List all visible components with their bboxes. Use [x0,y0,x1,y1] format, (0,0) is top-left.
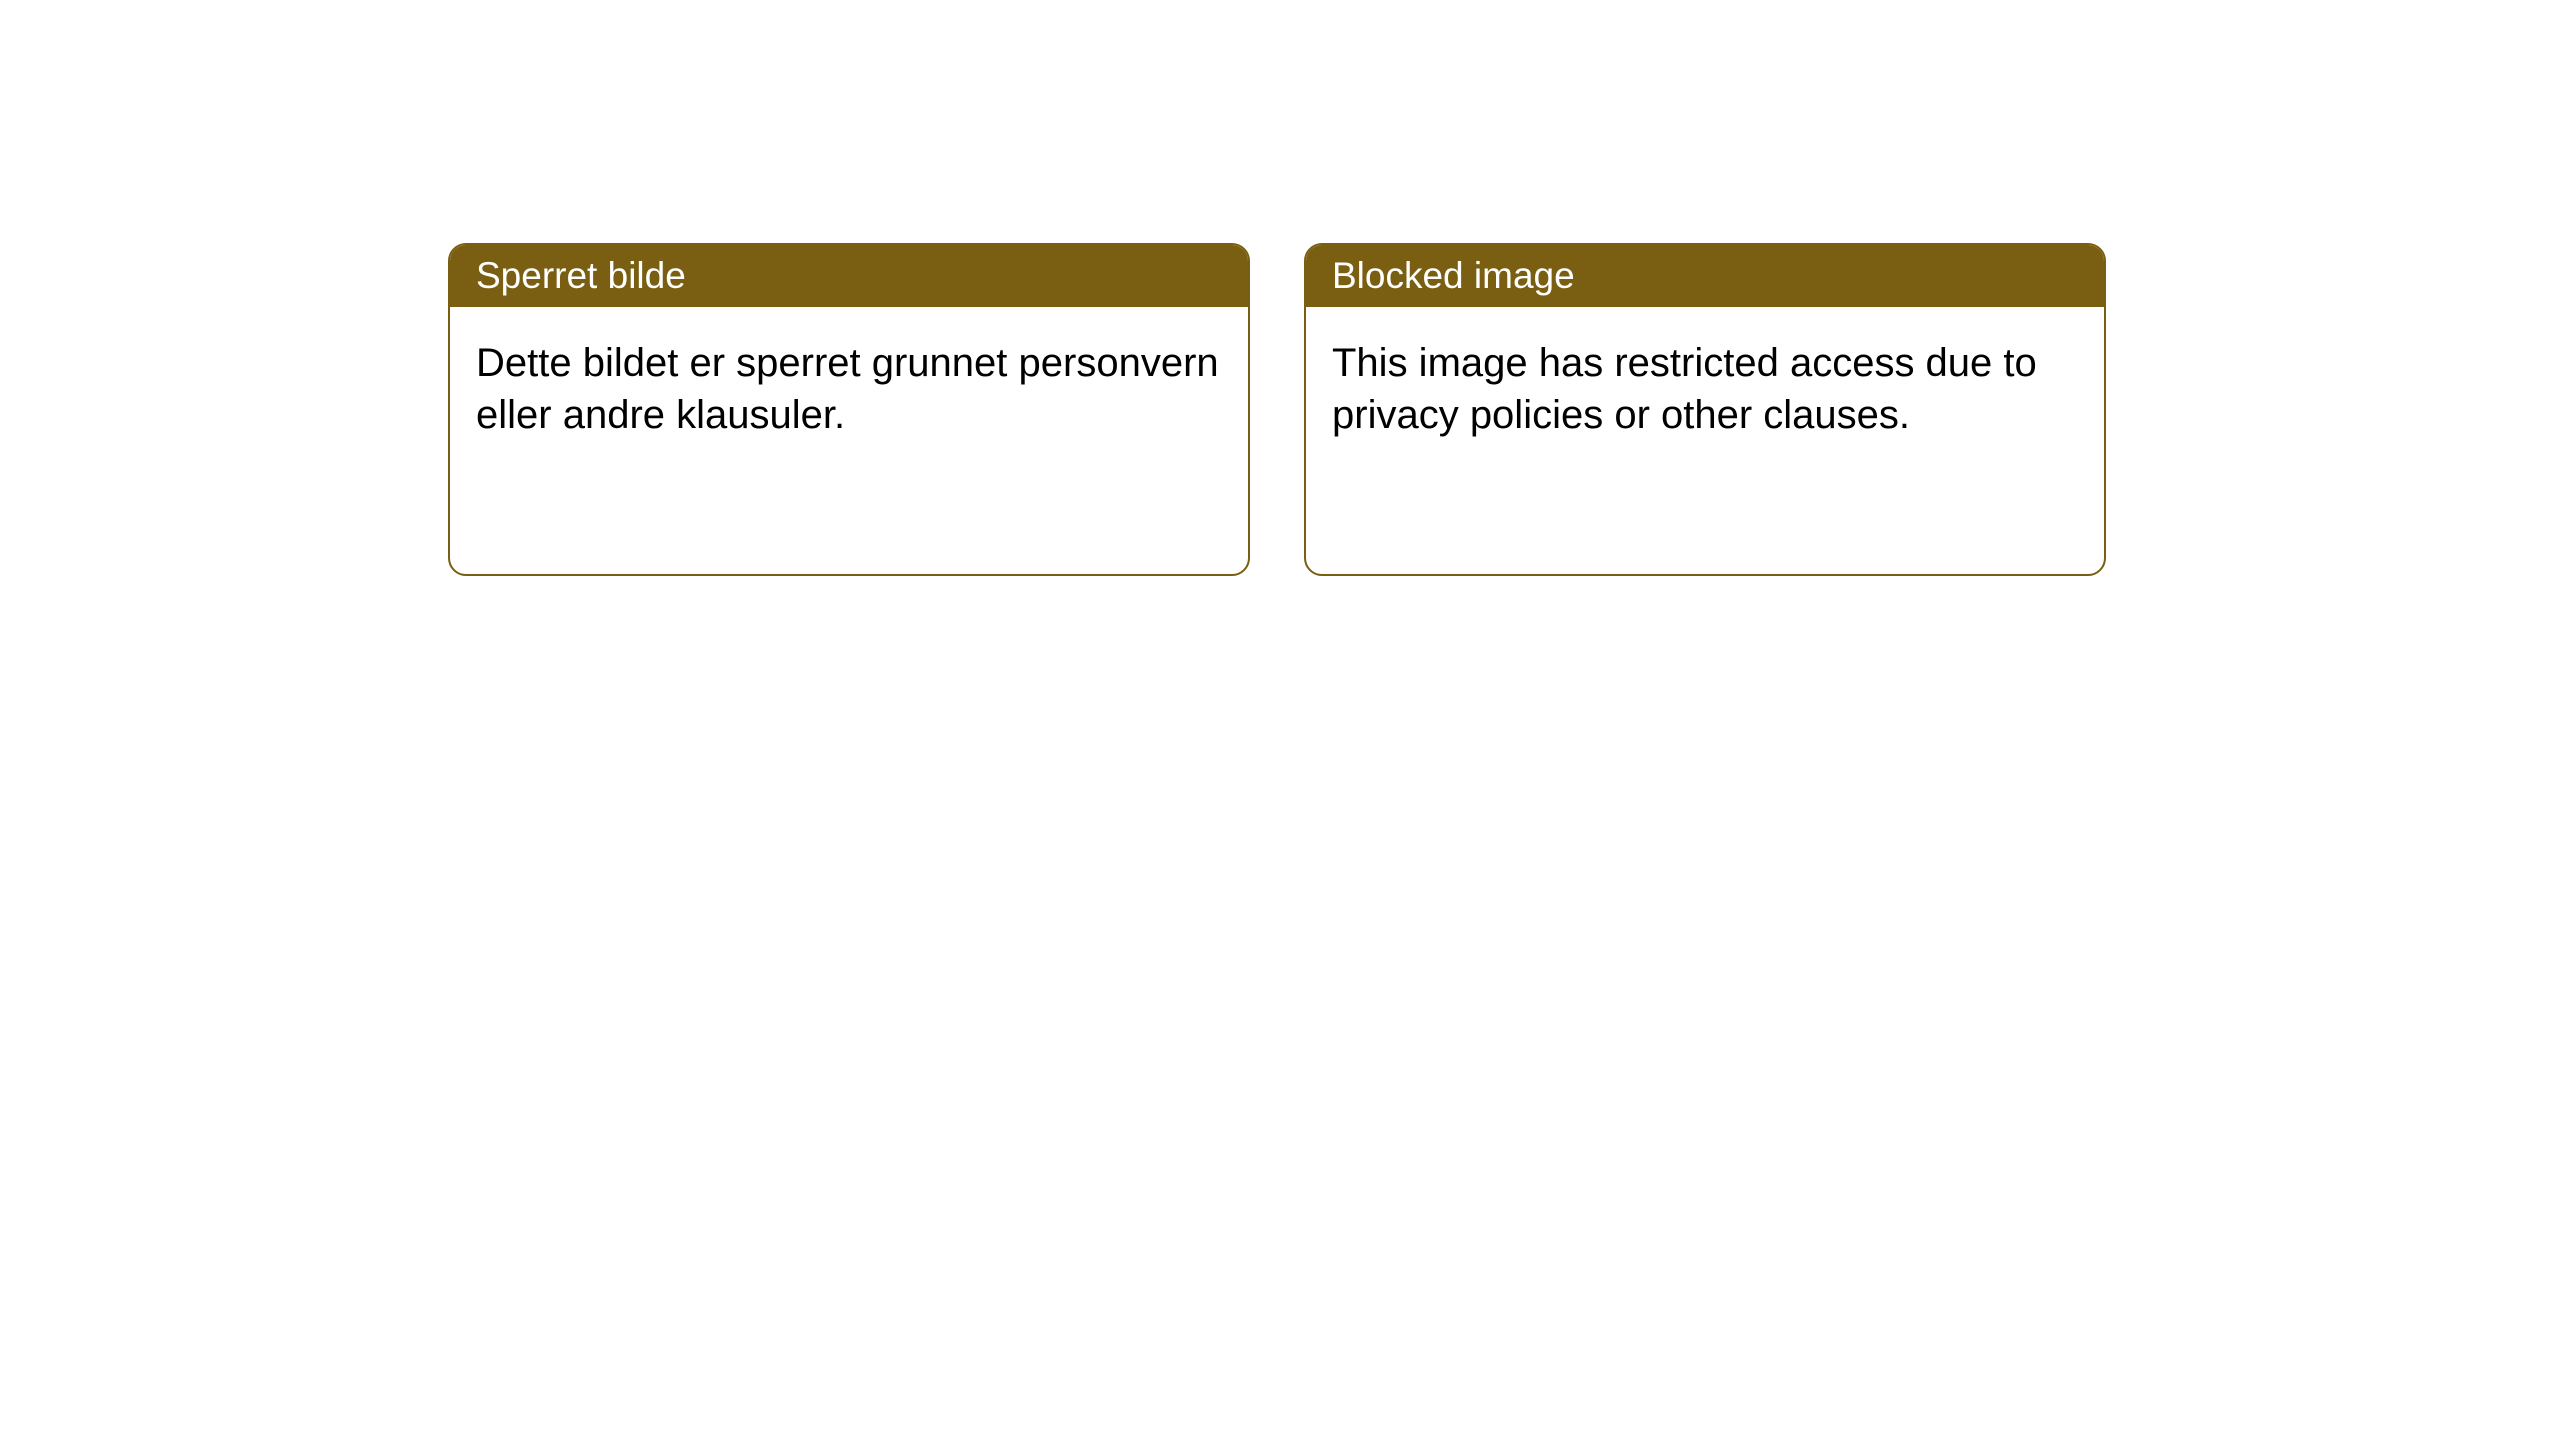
notice-card-english: Blocked image This image has restricted … [1304,243,2106,576]
notice-body: Dette bildet er sperret grunnet personve… [450,307,1248,471]
notice-header: Sperret bilde [450,245,1248,307]
notice-header: Blocked image [1306,245,2104,307]
notice-card-norwegian: Sperret bilde Dette bildet er sperret gr… [448,243,1250,576]
notice-container: Sperret bilde Dette bildet er sperret gr… [448,243,2106,576]
notice-body: This image has restricted access due to … [1306,307,2104,471]
